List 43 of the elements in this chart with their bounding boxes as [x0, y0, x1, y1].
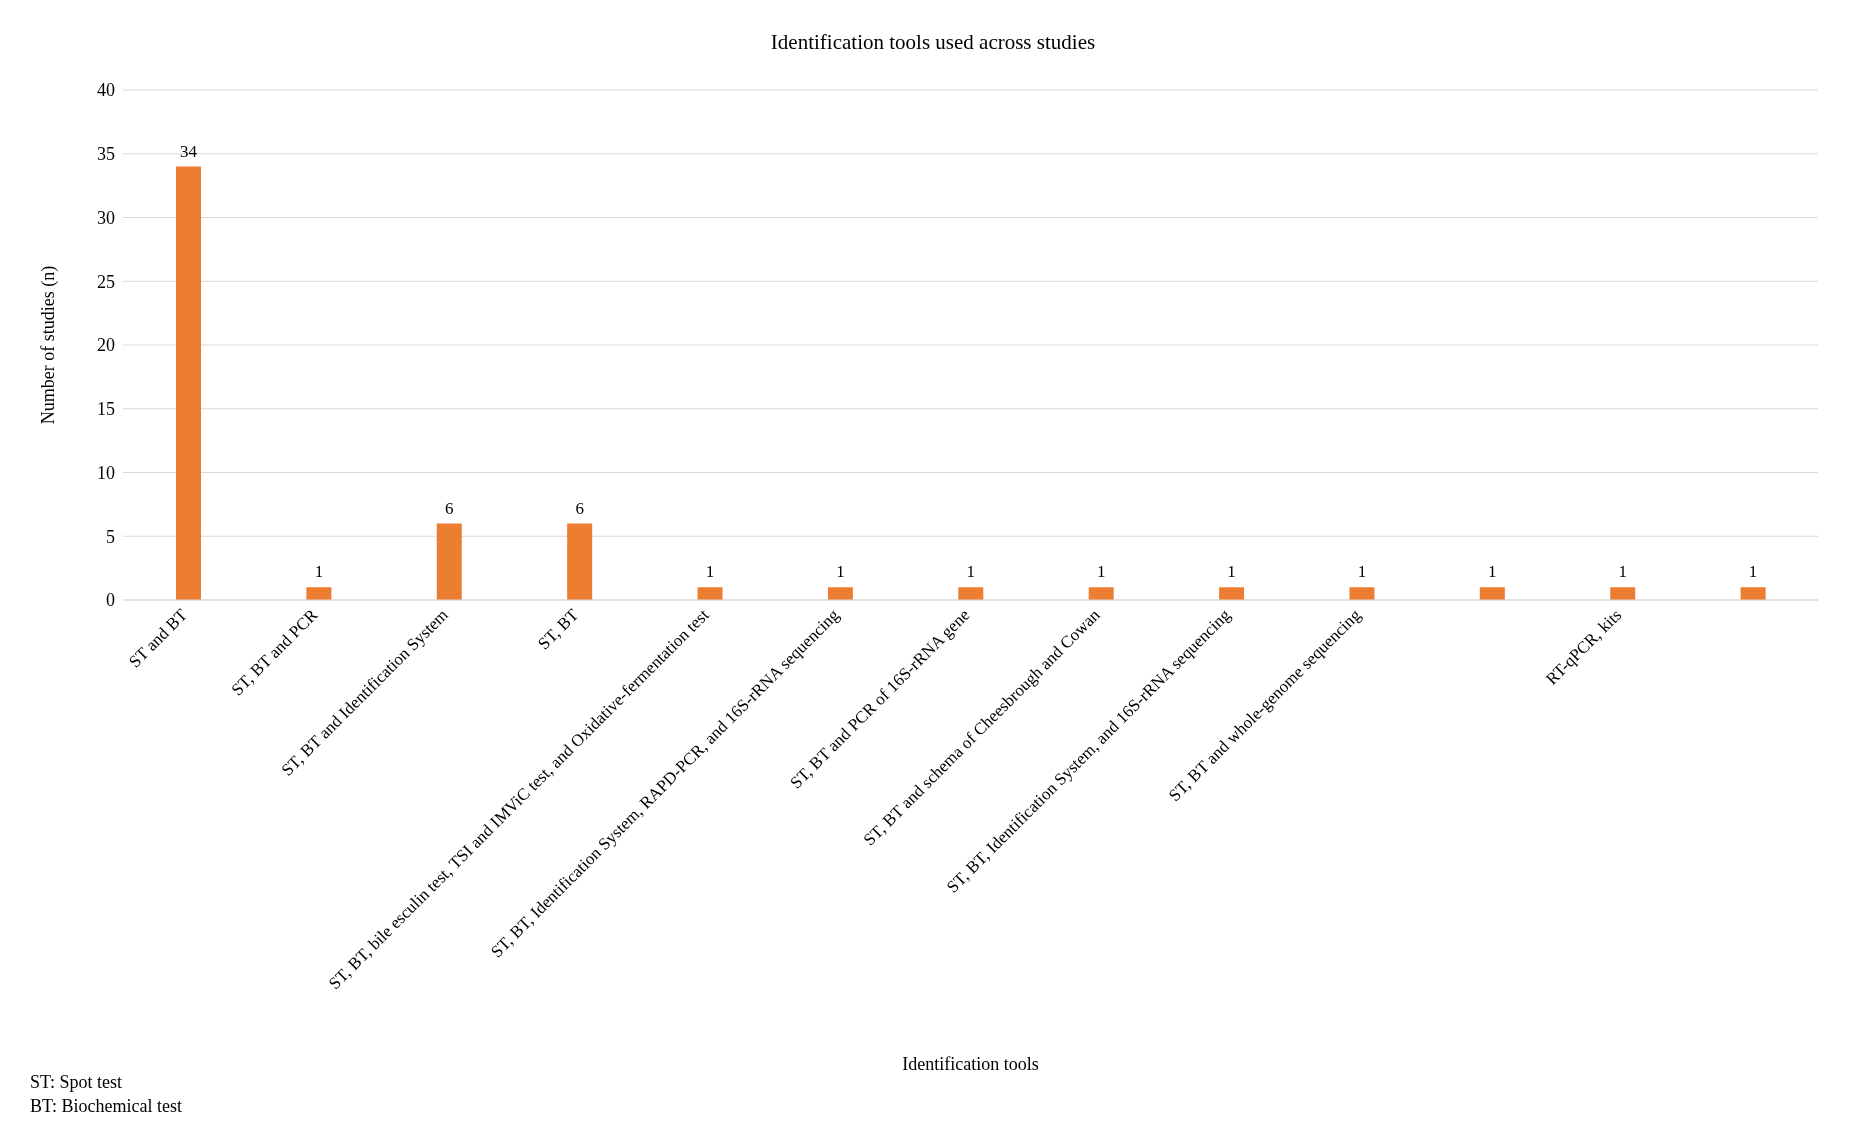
x-tick-label: ST, BT	[534, 604, 583, 654]
y-tick-label: 0	[106, 590, 115, 611]
data-label: 6	[575, 498, 584, 518]
data-label: 1	[705, 562, 715, 582]
bar	[958, 587, 984, 600]
text: BT: Biochemical test	[30, 1095, 183, 1118]
data-label: 1	[1357, 562, 1367, 582]
data-label: 1	[1748, 562, 1758, 582]
bar	[1219, 587, 1245, 600]
data-label: 34	[180, 141, 198, 161]
bar	[1479, 587, 1505, 600]
bar	[1349, 587, 1375, 600]
x-tick-label: ST and BT	[125, 604, 192, 672]
data-label: 1	[836, 562, 845, 582]
data-label: 1	[1227, 562, 1236, 582]
y-tick-label: 25	[97, 271, 115, 292]
data-label: 6	[445, 498, 454, 518]
x-axis-title: Identification tools	[902, 1054, 1039, 1074]
bar	[1740, 587, 1766, 600]
y-tick-label: 20	[97, 335, 115, 356]
y-tick-label: 15	[97, 399, 115, 420]
bar	[1088, 587, 1114, 600]
data-label: 1	[1488, 562, 1497, 582]
y-tick-label: 5	[106, 526, 115, 547]
bar	[176, 166, 201, 600]
bar	[306, 587, 332, 600]
bar	[436, 523, 462, 600]
bar	[567, 523, 593, 600]
data-label: 1	[314, 562, 324, 582]
y-tick-label: 40	[97, 80, 115, 101]
y-axis-title: Number of studies (n)	[38, 265, 60, 425]
y-tick-label: 30	[97, 207, 115, 228]
y-tick-label: 35	[97, 144, 115, 165]
data-label: 1	[1618, 562, 1627, 582]
bar	[1610, 587, 1636, 600]
data-label: 1	[966, 562, 976, 582]
text: ST: Spot test	[30, 1071, 124, 1094]
chart-title: Identification tools used across studies	[769, 29, 1097, 56]
x-tick-label: ST, BT and PCR	[227, 604, 322, 700]
bar	[697, 587, 723, 600]
data-label: 1	[1096, 562, 1106, 582]
bar	[827, 587, 853, 600]
y-tick-label: 10	[97, 462, 115, 483]
